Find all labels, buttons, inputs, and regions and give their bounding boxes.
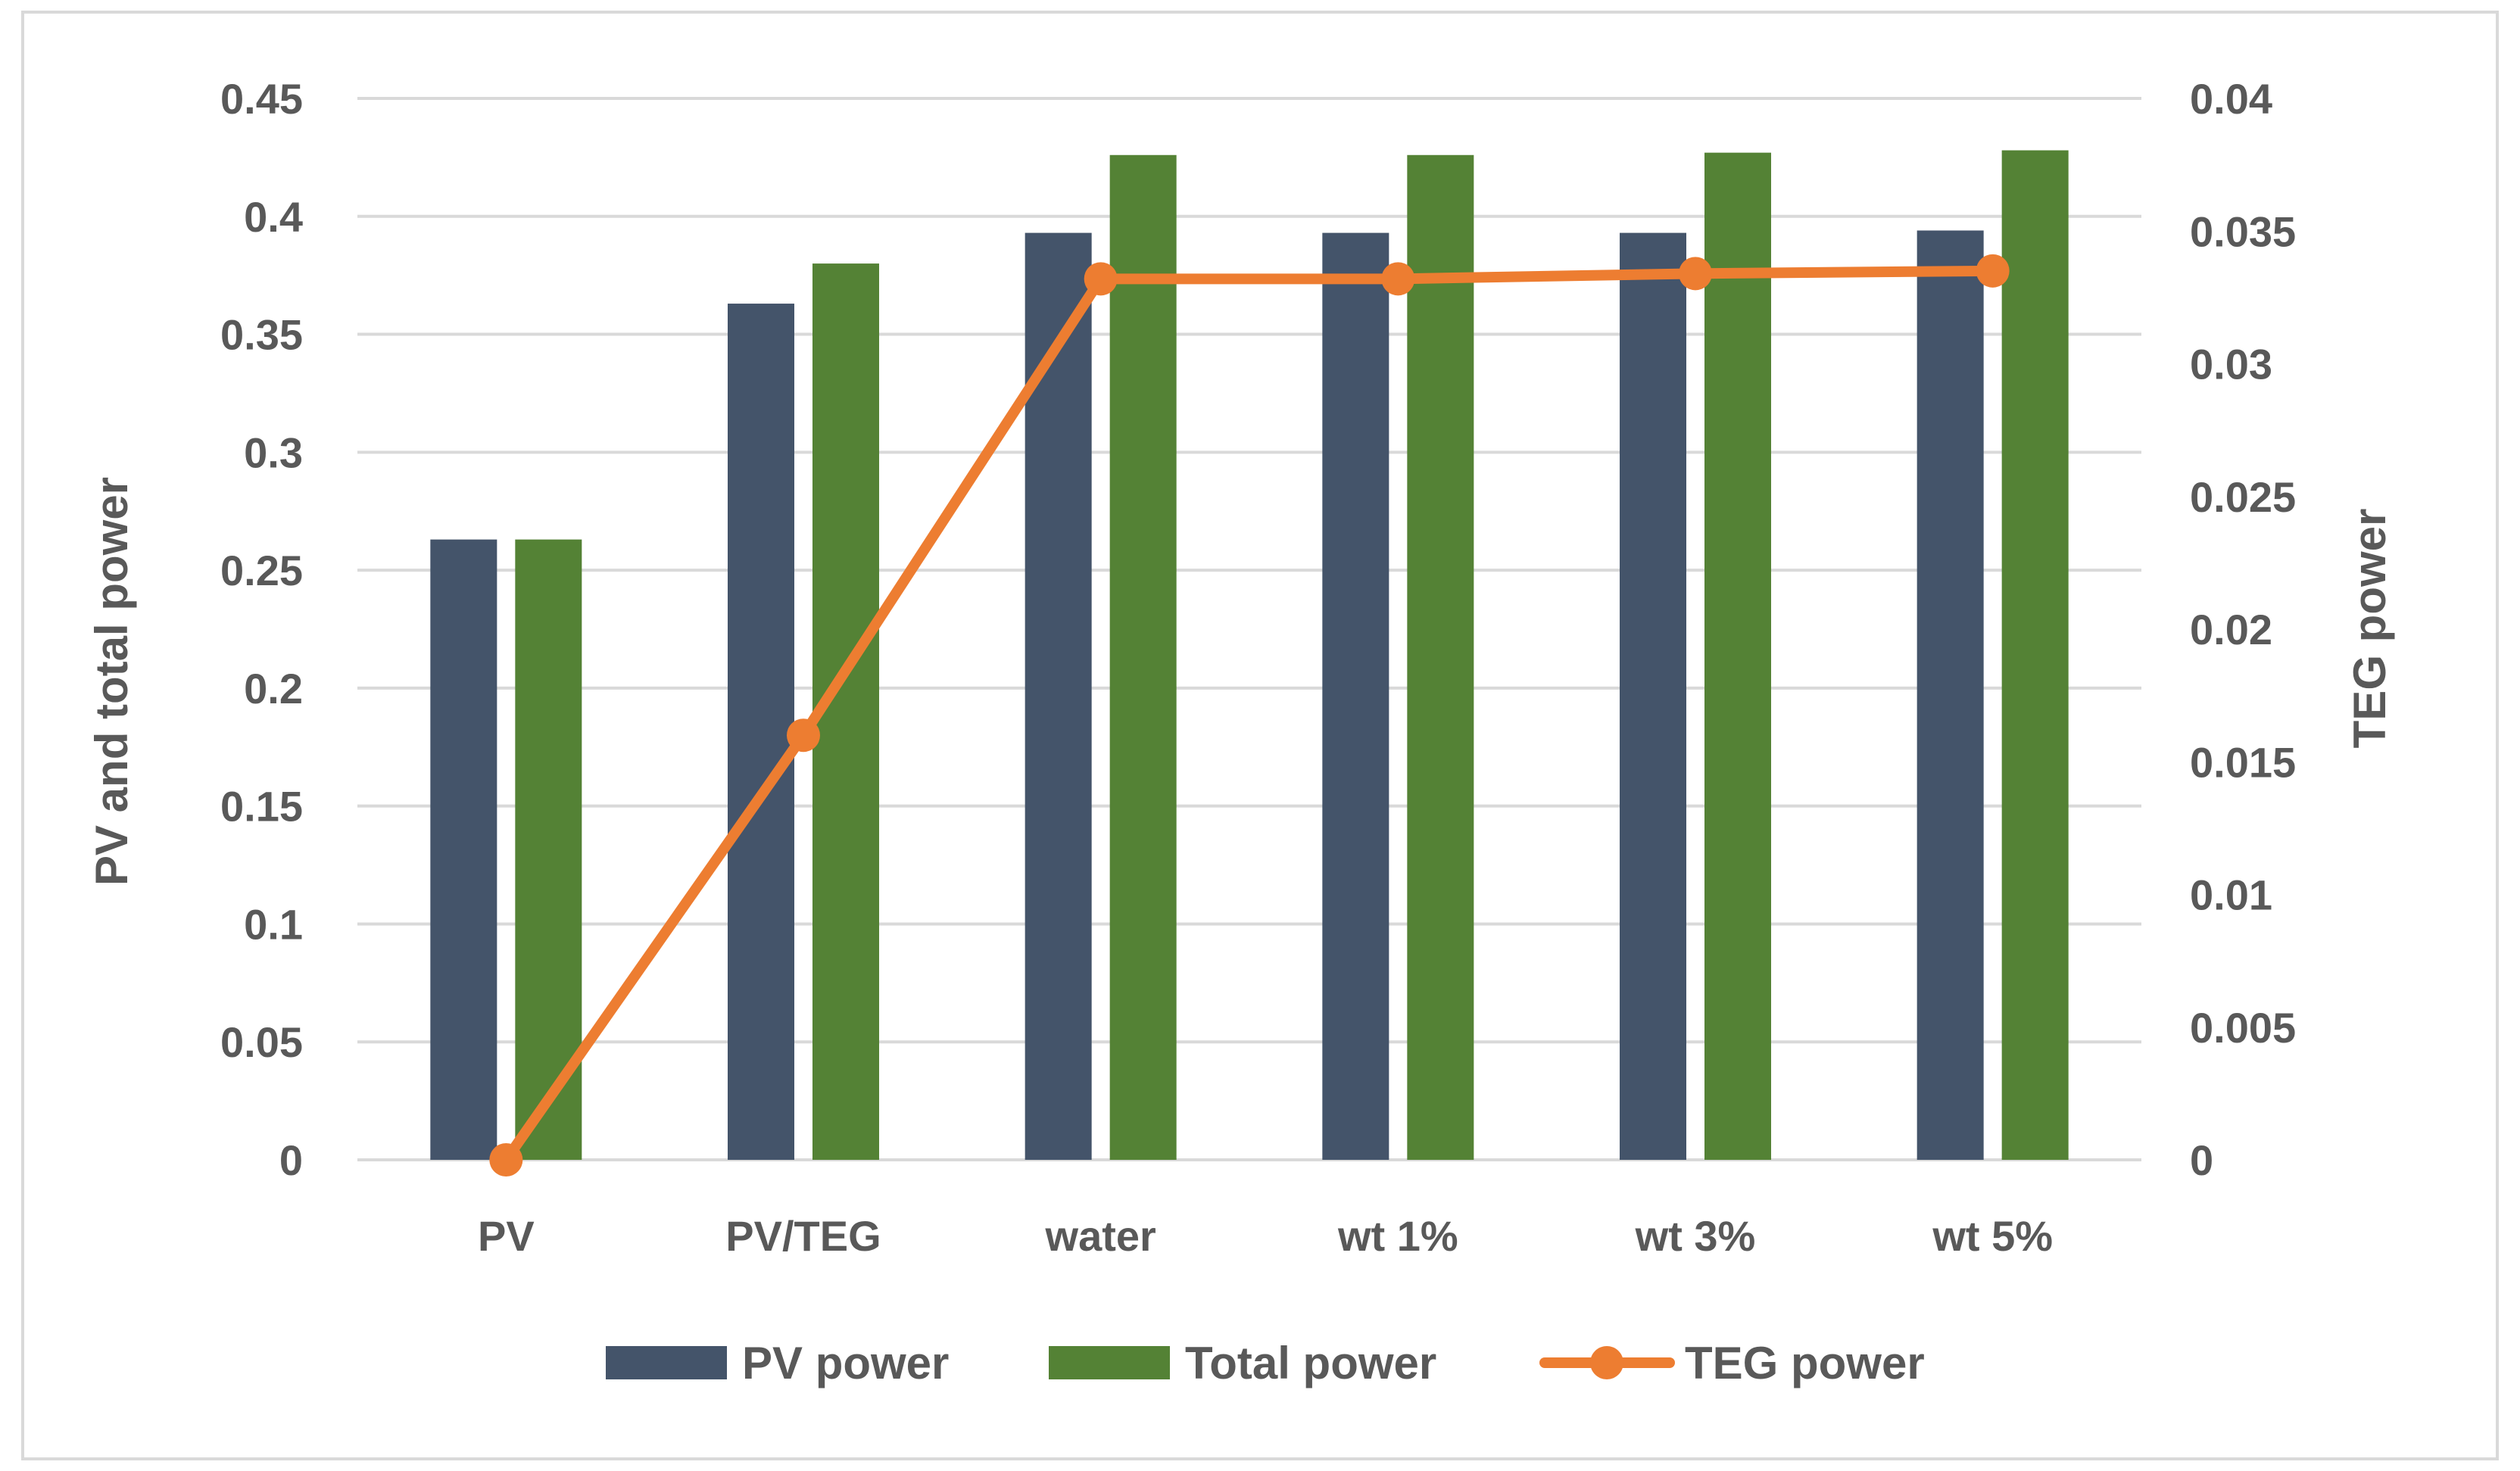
legend-label-teg-power: TEG power [1685,1338,1925,1388]
bar-total-power [1704,152,1771,1161]
legend-swatch-total-power [1049,1346,1170,1379]
legend: PV power Total power TEG power [606,1338,1925,1388]
y-tick-label: 0.4 [244,193,303,241]
y-tick-label: 0.2 [244,665,303,712]
bar-pv-power [1322,232,1389,1160]
teg-power-marker [489,1143,523,1176]
y2-tick-label: 0.03 [2190,341,2272,388]
y2-tick-label: 0.04 [2190,75,2272,123]
teg-power-marker [1679,257,1712,291]
x-category-label: wt 5% [1932,1212,2053,1260]
y2-axis-title: TEG power [2344,509,2395,749]
teg-power-marker [1084,262,1118,296]
y2-tick-label: 0 [2190,1136,2213,1184]
y-tick-label: 0 [279,1136,303,1184]
bar-pv-power [728,304,794,1160]
y2-tick-label: 0.01 [2190,871,2272,919]
y2-tick-label: 0.02 [2190,606,2272,653]
y-tick-label: 0.1 [244,900,303,948]
x-category-label: PV/TEG [725,1212,881,1260]
y2-tick-label: 0.035 [2190,207,2296,255]
x-category-label: PV [478,1212,535,1260]
tick-labels: 0 0.05 0.1 0.15 0.2 0.25 0.3 0.35 0.4 0.45 0 0.005 0… [220,75,2296,1184]
legend-label-pv-power: PV power [742,1338,949,1388]
y2-tick-label: 0.025 [2190,473,2296,521]
y2-tick-label: 0.005 [2190,1004,2296,1052]
teg-power-marker [787,718,820,753]
gridlines [357,97,2141,1161]
y2-tick-label: 0.015 [2190,738,2296,786]
bar-total-power [1407,154,1474,1161]
bar-total-power [2001,150,2069,1160]
bar-pv-power [1620,232,1686,1160]
x-category-label: wt 1% [1337,1212,1458,1260]
y-tick-label: 0.15 [220,783,303,831]
teg-power-marker [1381,262,1415,296]
x-category-label: wt 3% [1635,1212,1756,1260]
y-tick-label: 0.25 [220,547,303,594]
chart-border [21,11,2499,1460]
bar-total-power [1109,154,1177,1161]
x-category-label: water [1045,1212,1156,1260]
bar-total-power [515,539,582,1160]
bars [430,150,2069,1161]
y-tick-label: 0.35 [220,311,303,359]
legend-label-total-power: Total power [1185,1338,1436,1388]
y-tick-label: 0.3 [244,429,303,476]
legend-swatch-pv-power [606,1346,727,1379]
bar-pv-power [430,539,497,1160]
teg-line-layer [489,254,2010,1176]
category-labels: PV PV/TEG water wt 1% wt 3% wt 5% [478,1212,2053,1260]
legend-marker-teg-power [1590,1346,1623,1379]
y-tick-label: 0.05 [220,1018,303,1066]
bar-pv-power [1917,230,1984,1161]
y-axis-title: PV and total power [86,477,137,886]
teg-power-line [501,265,1998,1165]
y-tick-label: 0.45 [220,75,303,123]
teg-power-marker [1976,254,2010,288]
